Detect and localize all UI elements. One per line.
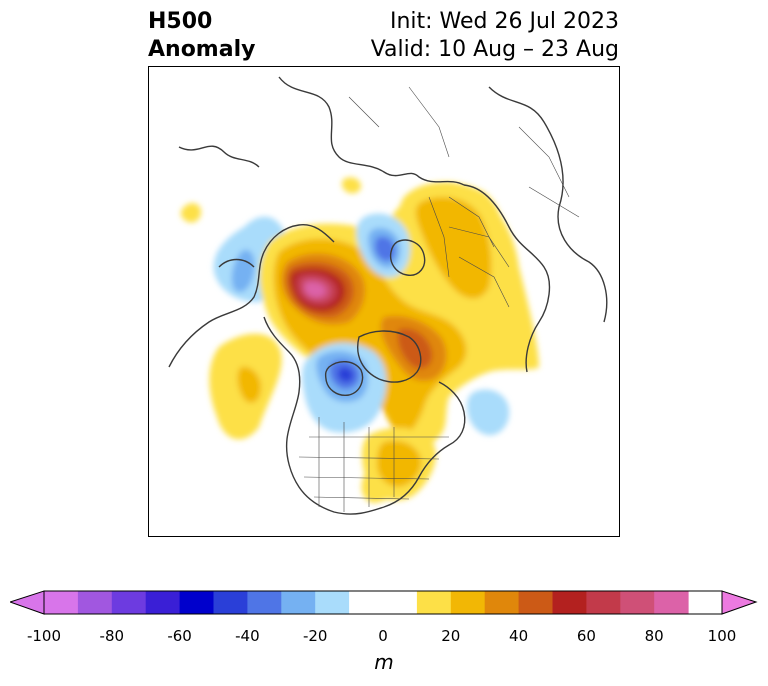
ridge-scandinavia-russia bbox=[415, 197, 492, 299]
colorbar-tick-label: 0 bbox=[378, 627, 388, 645]
colorbar-tick-label: -60 bbox=[167, 627, 192, 645]
colorbar bbox=[10, 590, 758, 615]
colorbar-outline bbox=[43, 590, 723, 615]
colorbar-segment bbox=[77, 591, 113, 614]
valid-range: Valid: 10 Aug – 23 Aug bbox=[370, 37, 619, 62]
colorbar-extend-min bbox=[10, 590, 45, 615]
colorbar-segment bbox=[281, 591, 316, 614]
colorbar-tick-label: 40 bbox=[509, 627, 529, 645]
colorbar-segment bbox=[518, 591, 553, 614]
map-panel bbox=[148, 66, 620, 537]
colorbar-tick-label: 60 bbox=[576, 627, 596, 645]
anomaly-map bbox=[168, 76, 608, 515]
colorbar-segment bbox=[552, 591, 587, 614]
colorbar-segment bbox=[247, 591, 282, 614]
ridge-alaska-yukon bbox=[305, 282, 326, 297]
anomaly-shading bbox=[180, 177, 539, 503]
colorbar-segment bbox=[484, 591, 520, 614]
colorbar-segment bbox=[654, 591, 689, 614]
colorbar-segment bbox=[620, 591, 655, 614]
colorbar-segment bbox=[315, 591, 350, 614]
colorbar-segments bbox=[44, 591, 689, 614]
ridge-greenland bbox=[397, 328, 433, 369]
map-validity: Init: Wed 26 Jul 2023 Valid: 10 Aug – 23… bbox=[371, 8, 619, 64]
trough-hudson-bay bbox=[338, 367, 354, 382]
colorbar-segment bbox=[213, 591, 248, 614]
ridge-small-east-siberia bbox=[180, 203, 201, 223]
colorbar-segment bbox=[44, 591, 79, 614]
colorbar-segment bbox=[349, 591, 418, 614]
colorbar-tick-label: 20 bbox=[441, 627, 461, 645]
colorbar-segment bbox=[586, 591, 621, 614]
colorbar-unit: m bbox=[374, 650, 394, 674]
ridge-small-arctic bbox=[341, 177, 361, 194]
ridge-north-pacific-core bbox=[237, 366, 261, 403]
colorbar-tick-label: 100 bbox=[707, 627, 737, 645]
colorbar-segment bbox=[179, 591, 214, 614]
map-title: H500 Anomaly bbox=[148, 8, 255, 64]
title-field: Anomaly bbox=[148, 37, 256, 62]
colorbar-segment bbox=[111, 591, 147, 614]
colorbar-segment bbox=[450, 591, 486, 614]
colorbar-segment bbox=[416, 591, 452, 614]
colorbar-tick-label: -40 bbox=[235, 627, 260, 645]
trough-north-atlantic bbox=[467, 389, 510, 436]
ridge-northeast-us bbox=[377, 440, 422, 487]
colorbar-tick-label: -100 bbox=[26, 627, 62, 645]
title-variable: H500 bbox=[148, 9, 213, 34]
colorbar-tick-label: 80 bbox=[644, 627, 664, 645]
trough-west-bering-core bbox=[231, 249, 255, 293]
colorbar-tick-label: -20 bbox=[302, 627, 328, 645]
coastlines bbox=[168, 76, 608, 515]
init-date: Init: Wed 26 Jul 2023 bbox=[389, 9, 619, 34]
colorbar-segment bbox=[145, 591, 181, 614]
colorbar-extend-max bbox=[721, 590, 758, 615]
political-borders bbox=[298, 86, 580, 512]
colorbar-tick-label: -80 bbox=[99, 627, 125, 645]
